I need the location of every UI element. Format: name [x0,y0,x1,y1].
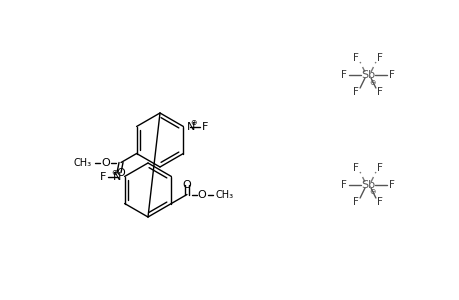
Text: CH₃: CH₃ [216,190,234,200]
Text: Sb: Sb [360,70,374,80]
Text: F: F [376,53,382,63]
Text: CH₃: CH₃ [74,158,92,167]
Text: F: F [388,180,394,190]
Text: N: N [113,172,121,182]
Text: F: F [340,180,346,190]
Text: F: F [353,197,358,207]
Text: N: N [186,122,194,131]
Text: ⊕: ⊕ [111,168,118,177]
Text: F: F [353,87,358,97]
Text: ⊕: ⊕ [190,118,196,127]
Text: F: F [388,70,394,80]
Text: F: F [376,197,382,207]
Text: F: F [99,172,106,182]
Text: F: F [202,122,208,131]
Text: F: F [340,70,346,80]
Text: O: O [182,179,191,190]
Text: ⊖: ⊖ [368,77,375,86]
Text: Sb: Sb [360,180,374,190]
Text: F: F [353,163,358,173]
Text: O: O [117,167,125,178]
Text: F: F [376,163,382,173]
Text: O: O [197,190,206,200]
Text: O: O [101,158,110,167]
Text: ⊖: ⊖ [368,188,375,196]
Text: F: F [376,87,382,97]
Text: F: F [353,53,358,63]
